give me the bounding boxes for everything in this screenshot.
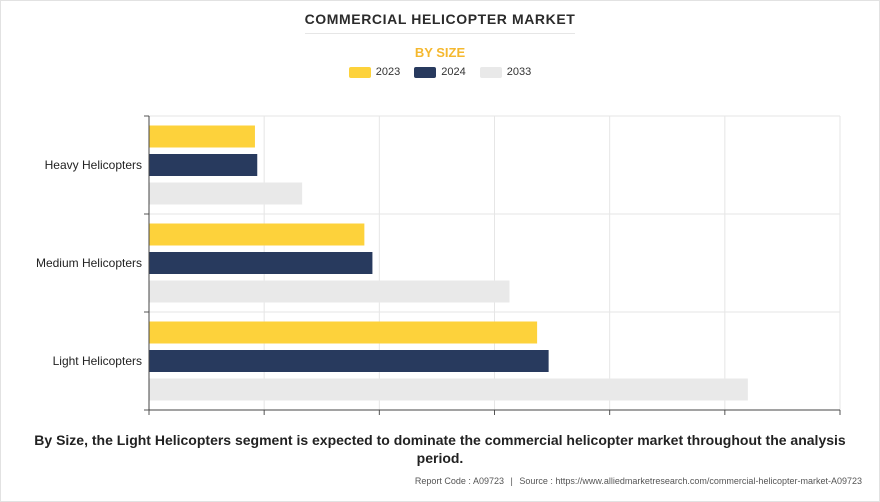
title-divider bbox=[305, 33, 575, 34]
legend-item-2024[interactable]: 2024 bbox=[414, 66, 466, 78]
bar-chart: Heavy Helicopters Medium Helicopters Light… bbox=[36, 115, 841, 415]
legend-label-2033: 2033 bbox=[506, 66, 532, 78]
legend-label-2023: 2023 bbox=[375, 66, 401, 78]
source-link[interactable]: Source : https://www.alliedmarketresearc… bbox=[519, 476, 862, 486]
legend-swatch-2023 bbox=[348, 66, 371, 78]
bar-light-helicopters-2024 bbox=[149, 350, 549, 372]
chart-title: COMMERCIAL HELICOPTER MARKET bbox=[304, 11, 576, 27]
category-label-light-helicopters: Light Helicopters bbox=[53, 354, 142, 368]
bar-heavy-helicopters-2033 bbox=[149, 182, 303, 205]
legend-item-2023[interactable]: 2023 bbox=[348, 66, 401, 78]
legend-item-2033[interactable]: 2033 bbox=[479, 66, 532, 78]
bar-medium-helicopters-2033 bbox=[149, 280, 510, 303]
footer: Report Code : A09723 | Source : https://… bbox=[415, 476, 862, 486]
footer-separator: | bbox=[510, 476, 513, 486]
bar-heavy-helicopters-2023 bbox=[149, 125, 255, 148]
legend-swatch-2033 bbox=[479, 66, 502, 78]
category-label-heavy-helicopters: Heavy Helicopters bbox=[45, 158, 142, 172]
report-code: Report Code : A09723 bbox=[414, 476, 504, 486]
legend: 2023 2024 2033 bbox=[0, 66, 880, 78]
category-label-medium-helicopters: Medium Helicopters bbox=[36, 256, 142, 270]
bar-medium-helicopters-2023 bbox=[149, 223, 365, 246]
legend-swatch-2024 bbox=[414, 66, 437, 78]
legend-label-2024: 2024 bbox=[441, 66, 466, 78]
chart-caption: By Size, the Light Helicopters segment i… bbox=[34, 432, 846, 466]
chart-subtitle: BY SIZE bbox=[414, 45, 466, 60]
bar-light-helicopters-2023 bbox=[149, 321, 538, 344]
bar-light-helicopters-2033 bbox=[149, 378, 748, 401]
bar-medium-helicopters-2024 bbox=[149, 252, 373, 274]
bar-heavy-helicopters-2024 bbox=[149, 154, 258, 176]
